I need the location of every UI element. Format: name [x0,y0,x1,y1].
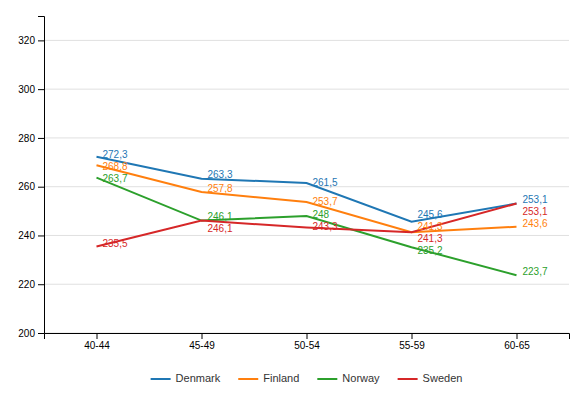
data-label: 241,3 [418,221,443,232]
legend-label: Denmark [176,372,221,384]
x-tick-mark [307,333,308,339]
legend-item: Norway [317,372,380,384]
data-label: 245,6 [418,209,443,220]
y-tick-label: 200 [18,328,35,339]
legend-label: Norway [342,372,380,384]
x-tick-label: 50-54 [294,340,320,351]
x-axis: 40-44 45-49 50-54 55-59 60-65 [45,333,570,351]
x-tick-mark [202,333,203,339]
x-tick-mark [412,333,413,339]
x-tick: 50-54 [294,333,320,351]
data-label: 257,8 [208,183,233,194]
y-tick: 200 [18,328,44,339]
data-label: 253,1 [523,206,548,217]
legend-swatch [317,378,337,380]
y-tick-mark [38,187,44,188]
x-tick: 40-44 [84,333,110,351]
x-tick-label: 60-65 [504,340,530,351]
x-tick-mark [517,333,518,339]
x-tick: 45-49 [189,333,215,351]
x-tick-label: 55-59 [399,340,425,351]
data-label: 263,3 [208,169,233,180]
y-tick-mark [38,40,44,41]
data-label: 243,6 [523,218,548,229]
y-tick-mark [38,333,44,334]
legend-swatch [238,378,258,380]
y-tick-label: 300 [18,84,35,95]
y-tick: 320 [18,35,44,46]
y-tick-mark [38,138,44,139]
x-tick: 60-65 [504,333,530,351]
chart: 200 220 240 260 280 300 320 40-44 45-49 50-54 55-5… [0,0,585,397]
data-label: 263,7 [103,173,128,184]
y-tick-mark [38,284,44,285]
legend-item: Sweden [398,372,463,384]
y-tick-label: 260 [18,181,35,192]
data-label: 246,1 [208,211,233,222]
x-axis-line [45,334,570,340]
y-tick: 220 [18,279,44,290]
data-label: 235,5 [103,238,128,249]
grid-line [44,40,569,41]
data-label: 248 [313,209,330,220]
x-tick: 55-59 [399,333,425,351]
lines [97,157,517,276]
data-label: 241,3 [418,233,443,244]
data-label: 253,1 [523,194,548,205]
y-tick-label: 240 [18,230,35,241]
legend-label: Sweden [423,372,463,384]
data-label: 223,7 [523,266,548,277]
data-label: 235,2 [418,245,443,256]
y-tick-label: 220 [18,279,35,290]
y-axis: 200 220 240 260 280 300 320 [18,17,44,339]
y-tick: 240 [18,230,44,241]
plot: 200 220 240 260 280 300 320 40-44 45-49 50-54 55-5… [18,17,569,352]
grid-line [44,186,569,187]
grid-line [44,284,569,285]
y-tick: 300 [18,84,44,95]
data-labels: 272,3268,8263,7 235,5 263,3 257,8 246,1246,1… [103,149,548,277]
y-tick-label: 280 [18,133,35,144]
data-label: 261,5 [313,177,338,188]
legend-swatch [151,378,171,380]
y-tick-label: 320 [18,35,35,46]
grid [44,40,569,333]
legend-swatch [398,378,418,380]
series-line [97,204,517,247]
data-label: 246,1 [208,223,233,234]
grid-line [44,137,569,138]
legend-item: Finland [238,372,299,384]
series-line [97,178,517,276]
x-tick-label: 40-44 [84,340,110,351]
data-label: 253,7 [313,196,338,207]
x-tick-label: 45-49 [189,340,215,351]
x-tick-mark [97,333,98,339]
grid-line [44,89,569,90]
data-label: 272,3 [103,149,128,160]
grid-line [44,235,569,236]
legend-label: Finland [263,372,299,384]
data-label: 268,8 [103,161,128,172]
legend: Denmark Finland Norway Sweden [151,372,463,384]
y-tick: 280 [18,133,44,144]
data-label: 243,3 [313,221,338,232]
y-tick-mark [38,235,44,236]
y-tick-mark [38,89,44,90]
y-axis-line [38,17,45,334]
series-line [97,157,517,222]
legend-item: Denmark [151,372,221,384]
y-tick: 260 [18,181,44,192]
series-line [97,165,517,232]
